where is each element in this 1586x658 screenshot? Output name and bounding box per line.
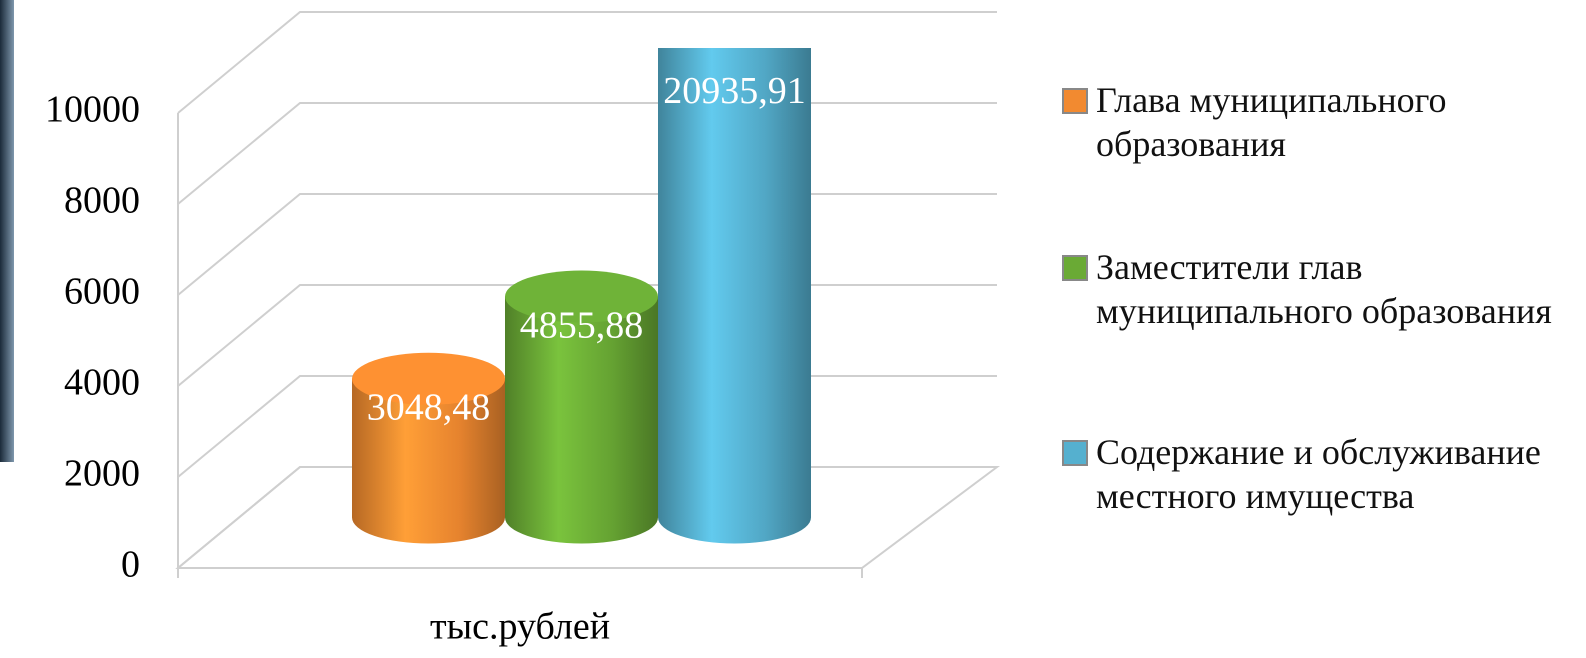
legend-entry: Заместители глав муниципального образова…: [1062, 245, 1566, 333]
bar-top: [505, 270, 658, 323]
bar: [505, 296, 658, 544]
bar: [658, 48, 811, 544]
x-tick-label: тыс.рублей: [430, 606, 610, 648]
legend-label: Глава муниципального образования: [1096, 80, 1447, 164]
legend-swatch: [1062, 440, 1088, 466]
y-tick-label: 8000: [64, 180, 140, 222]
legend-entry: Содержание и обслуживание местного имуще…: [1062, 430, 1566, 518]
y-tick-label: 0: [121, 544, 140, 586]
grid-line: [177, 11, 997, 114]
y-tick-label: 6000: [64, 271, 140, 313]
data-label: 20935,91: [663, 70, 806, 112]
legend-label: Заместители глав муниципального образова…: [1096, 247, 1552, 331]
background-photo: [0, 0, 14, 462]
y-tick-label: 4000: [64, 362, 140, 404]
legend-swatch: [1062, 88, 1088, 114]
bar: [352, 378, 505, 544]
data-label: 3048,48: [367, 387, 491, 429]
legend-label: Содержание и обслуживание местного имуще…: [1096, 432, 1541, 516]
data-label: 4855,88: [520, 304, 644, 346]
y-tick-label: 2000: [64, 453, 140, 495]
grid-line: [177, 102, 997, 205]
bar-top: [352, 352, 505, 405]
legend-swatch: [1062, 255, 1088, 281]
bars: [352, 48, 811, 544]
y-tick-label: 10000: [45, 89, 140, 131]
legend-entry: Глава муниципального образования: [1062, 78, 1566, 166]
